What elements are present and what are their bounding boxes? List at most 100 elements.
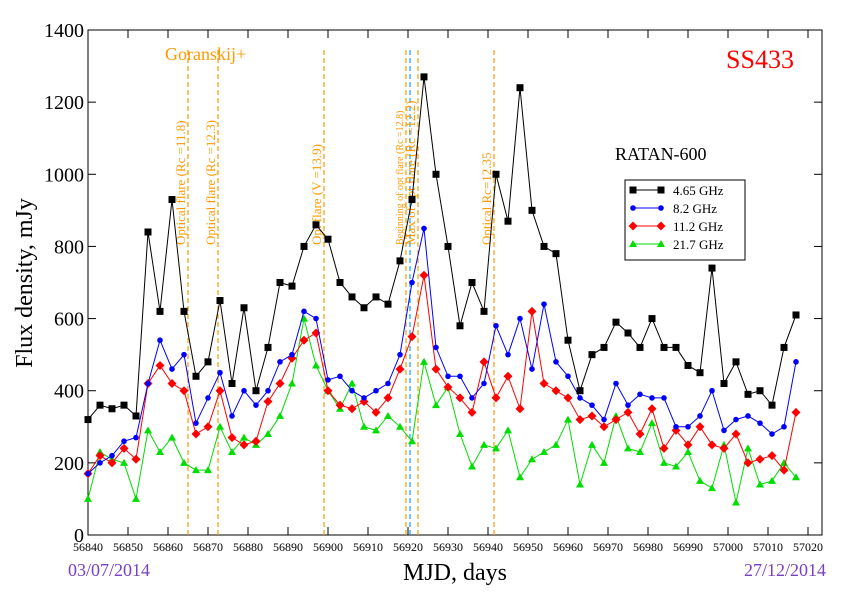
marker (168, 196, 176, 204)
annotation-label: Optical flare (Rc =11.8) (173, 120, 188, 245)
marker (755, 454, 765, 464)
marker (769, 431, 775, 437)
marker (347, 404, 357, 414)
y-axis-label: Flux density, mJy (12, 198, 38, 368)
marker (408, 196, 416, 204)
marker (551, 386, 561, 396)
marker (192, 372, 200, 380)
marker (205, 395, 211, 401)
marker (445, 373, 451, 380)
marker (119, 443, 129, 453)
marker (372, 426, 380, 434)
marker (107, 458, 117, 468)
marker (720, 380, 728, 387)
legend-label: 11.2 GHz (673, 219, 723, 234)
marker (217, 369, 223, 376)
marker (719, 443, 729, 453)
marker (672, 343, 680, 351)
marker (431, 364, 441, 374)
marker (707, 440, 717, 450)
marker (696, 476, 704, 484)
marker (657, 240, 665, 247)
marker (552, 440, 560, 448)
x-tick-label: 56870 (193, 540, 223, 554)
marker (624, 329, 632, 337)
marker (133, 434, 139, 441)
marker (204, 358, 212, 366)
marker (625, 402, 631, 408)
marker (337, 373, 343, 380)
instrument-label: RATAN-600 (615, 144, 707, 164)
marker (540, 448, 548, 456)
marker (744, 390, 752, 398)
marker (528, 455, 536, 463)
marker (240, 304, 248, 312)
marker (395, 364, 405, 374)
marker (781, 423, 787, 430)
marker (792, 473, 800, 481)
marker (529, 366, 535, 372)
marker (732, 358, 740, 366)
x-tick-label: 56860 (153, 540, 183, 554)
marker (636, 343, 644, 351)
marker (613, 380, 619, 387)
marker (120, 458, 128, 466)
marker (457, 373, 463, 380)
marker (779, 465, 789, 475)
marker (241, 387, 247, 394)
marker (672, 462, 680, 470)
marker (312, 221, 320, 229)
marker (541, 301, 547, 307)
marker (660, 458, 668, 466)
marker (517, 315, 523, 322)
marker (408, 437, 416, 445)
marker (444, 242, 452, 250)
marker (492, 170, 500, 178)
marker (108, 405, 116, 413)
plot-frame (87, 29, 823, 536)
marker (612, 318, 620, 326)
marker (793, 359, 799, 365)
marker (252, 387, 260, 395)
marker (756, 480, 764, 488)
marker (552, 250, 560, 258)
y-tick-label: 200 (54, 453, 84, 475)
marker (743, 458, 753, 468)
marker (239, 440, 249, 450)
marker (469, 395, 475, 401)
x-tick-label: 57020 (793, 540, 823, 554)
marker (540, 242, 548, 250)
marker (467, 407, 477, 417)
marker (169, 366, 175, 372)
marker (768, 476, 776, 484)
marker (216, 422, 224, 430)
marker (660, 343, 668, 351)
marker (731, 429, 741, 439)
marker (492, 444, 500, 452)
annotation-label: Optical Rc=12.35 (479, 152, 494, 245)
marker (288, 379, 296, 387)
source-label: Goranskij+ (165, 44, 246, 64)
marker (84, 416, 92, 424)
marker (84, 494, 92, 502)
marker (251, 436, 261, 446)
marker (456, 430, 464, 437)
marker (576, 480, 584, 488)
legend-label: 8.2 GHz (673, 201, 717, 216)
marker (479, 357, 489, 367)
marker (168, 433, 176, 441)
marker (277, 359, 283, 365)
marker (587, 411, 597, 421)
marker (432, 401, 440, 409)
y-tick-label: 0 (74, 525, 84, 547)
marker (600, 458, 608, 466)
marker (264, 343, 272, 351)
marker (553, 359, 559, 365)
marker (635, 429, 645, 439)
marker (156, 307, 164, 315)
marker (780, 343, 788, 351)
chart-title: SS433 (726, 45, 794, 74)
marker (145, 380, 151, 387)
marker (109, 452, 115, 459)
marker (599, 422, 609, 432)
